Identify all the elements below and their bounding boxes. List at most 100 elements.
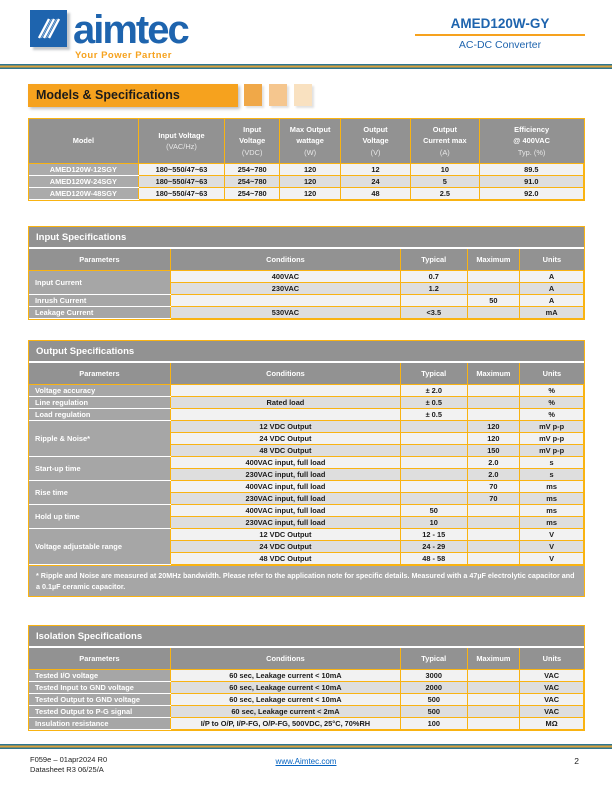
units-cell: %	[519, 396, 584, 409]
value-cell: 254~780	[224, 163, 281, 177]
column-header-typical: Typical	[400, 249, 468, 271]
maximum-cell	[466, 681, 521, 694]
typical-cell: 24 - 29	[400, 540, 468, 553]
column-header-parameters: Parameters	[29, 249, 171, 271]
maximum-cell: 70	[466, 492, 521, 505]
table-row: Start-up time 400VAC input, full load 2.…	[29, 456, 584, 481]
deco-square-3	[294, 84, 312, 106]
table-header-row: Parameters Conditions Typical Maximum Un…	[29, 249, 584, 271]
table-row: AMED120W-12SGY 180~550/47~63 254~780 120…	[29, 163, 585, 177]
param-cell: Hold up time	[29, 504, 171, 529]
value-cell: 2.5	[409, 187, 480, 201]
column-header-typical: Typical	[400, 363, 468, 385]
product-title: AMED120W-GY	[450, 16, 550, 31]
ripple-noise-footnote: * Ripple and Noise are measured at 20MHz…	[29, 565, 584, 597]
table-row: AMED120W-24SGY 180~550/47~63 254~780 120…	[29, 175, 585, 189]
header-label: Voltage	[239, 136, 266, 146]
condition-cell: 60 sec, Leakage current < 10mA	[169, 693, 402, 706]
table-row: Line regulation Rated load ± 0.5 %	[29, 396, 584, 409]
aimtec-website-link[interactable]: www.Aimtec.com	[275, 757, 337, 766]
typical-cell	[400, 480, 468, 493]
column-header-model: Model	[29, 119, 139, 165]
table-row: Insulation resistance I/P to O/P, I/P-FG…	[29, 717, 584, 730]
header-sublabel: (VAC/Hz)	[166, 142, 197, 152]
maximum-cell	[466, 384, 521, 397]
model-cell: AMED120W-24SGY	[29, 175, 139, 189]
deco-square-2	[269, 84, 287, 106]
header-label: Model	[72, 136, 95, 146]
header-label: Input Voltage	[158, 130, 205, 140]
value-cell: 12	[340, 163, 411, 177]
typical-cell: 0.7	[400, 270, 468, 283]
column-header-units: Units	[519, 648, 584, 670]
column-header-input-voltage-vac: Input Voltage (VAC/Hz)	[137, 119, 225, 165]
condition-cell: 24 VDC Output	[169, 540, 402, 553]
value-cell: 92.0	[478, 187, 585, 201]
maximum-cell	[466, 396, 521, 409]
value-cell: 180~550/47~63	[137, 175, 226, 189]
deco-square-1	[244, 84, 262, 106]
typical-cell	[400, 444, 468, 457]
column-header-maximum: Maximum	[466, 648, 520, 670]
typical-cell: 3000	[400, 669, 468, 682]
model-cell: AMED120W-12SGY	[29, 163, 139, 177]
column-header-typical: Typical	[400, 648, 468, 670]
typical-cell: 2000	[400, 681, 468, 694]
param-cell: Voltage adjustable range	[29, 528, 171, 565]
column-header-maximum: Maximum	[466, 249, 520, 271]
condition-cell: 230VAC input, full load	[169, 492, 402, 505]
units-cell: ms	[519, 480, 584, 493]
condition-cell	[169, 384, 402, 397]
maximum-cell	[466, 552, 521, 565]
table-header-row: Parameters Conditions Typical Maximum Un…	[29, 363, 584, 385]
header-label: Current max	[423, 136, 467, 146]
condition-cell: 400VAC input, full load	[169, 456, 402, 469]
page-number: 2	[574, 756, 579, 766]
param-cell: Input Current	[29, 270, 171, 295]
units-cell: mV p-p	[519, 420, 584, 433]
value-cell: 254~780	[224, 187, 281, 201]
maximum-cell: 70	[466, 480, 521, 493]
typical-cell: ± 0.5	[400, 396, 468, 409]
document-title-block: AMED120W-GY AC-DC Converter	[415, 16, 585, 51]
doc-revision: Datasheet R3 06/25/A	[30, 765, 104, 775]
header-label: Output	[432, 125, 457, 134]
logo-wordmark: aimtec	[73, 8, 190, 52]
units-cell: s	[519, 456, 584, 469]
typical-cell	[400, 420, 468, 433]
maximum-cell	[466, 528, 521, 541]
value-cell: 48	[340, 187, 411, 201]
condition-cell: 230VAC	[169, 282, 402, 295]
table-row: Tested I/O voltage 60 sec, Leakage curre…	[29, 669, 584, 682]
column-header-maximum: Maximum	[466, 363, 520, 385]
value-cell: 91.0	[478, 175, 585, 189]
condition-cell	[169, 408, 402, 421]
table-row: Leakage Current 530VAC <3.5 mA	[29, 306, 584, 319]
condition-cell: 60 sec, Leakage current < 10mA	[169, 681, 402, 694]
units-cell: ms	[519, 504, 584, 517]
table-row: Tested Input to GND voltage 60 sec, Leak…	[29, 681, 584, 694]
column-header-parameters: Parameters	[29, 363, 171, 385]
column-header-max-output-wattage: Max Output wattage (W)	[279, 119, 341, 165]
typical-cell: 50	[400, 504, 468, 517]
value-cell: 24	[340, 175, 411, 189]
maximum-cell	[466, 669, 521, 682]
section-title-bar: Input Specifications	[29, 227, 584, 249]
column-header-units: Units	[519, 363, 584, 385]
condition-cell: 48 VDC Output	[169, 552, 402, 565]
column-header-output-current: Output Current max (A)	[409, 119, 480, 165]
typical-cell: 10	[400, 516, 468, 529]
table-header-row: Parameters Conditions Typical Maximum Un…	[29, 648, 584, 670]
typical-cell	[400, 294, 468, 307]
column-header-output-voltage: Output Voltage (V)	[340, 119, 411, 165]
units-cell: mV p-p	[519, 444, 584, 457]
maximum-cell	[466, 540, 521, 553]
condition-cell: 400VAC input, full load	[169, 480, 402, 493]
value-cell: 120	[279, 163, 342, 177]
header-divider	[0, 64, 612, 69]
table-row: Tested Output to P-G signal 60 sec, Leak…	[29, 705, 584, 718]
section-title-bar: Output Specifications	[29, 341, 584, 363]
table-row: Tested Output to GND voltage 60 sec, Lea…	[29, 693, 584, 706]
units-cell: VAC	[519, 693, 584, 706]
header-sublabel: (VDC)	[241, 147, 263, 157]
